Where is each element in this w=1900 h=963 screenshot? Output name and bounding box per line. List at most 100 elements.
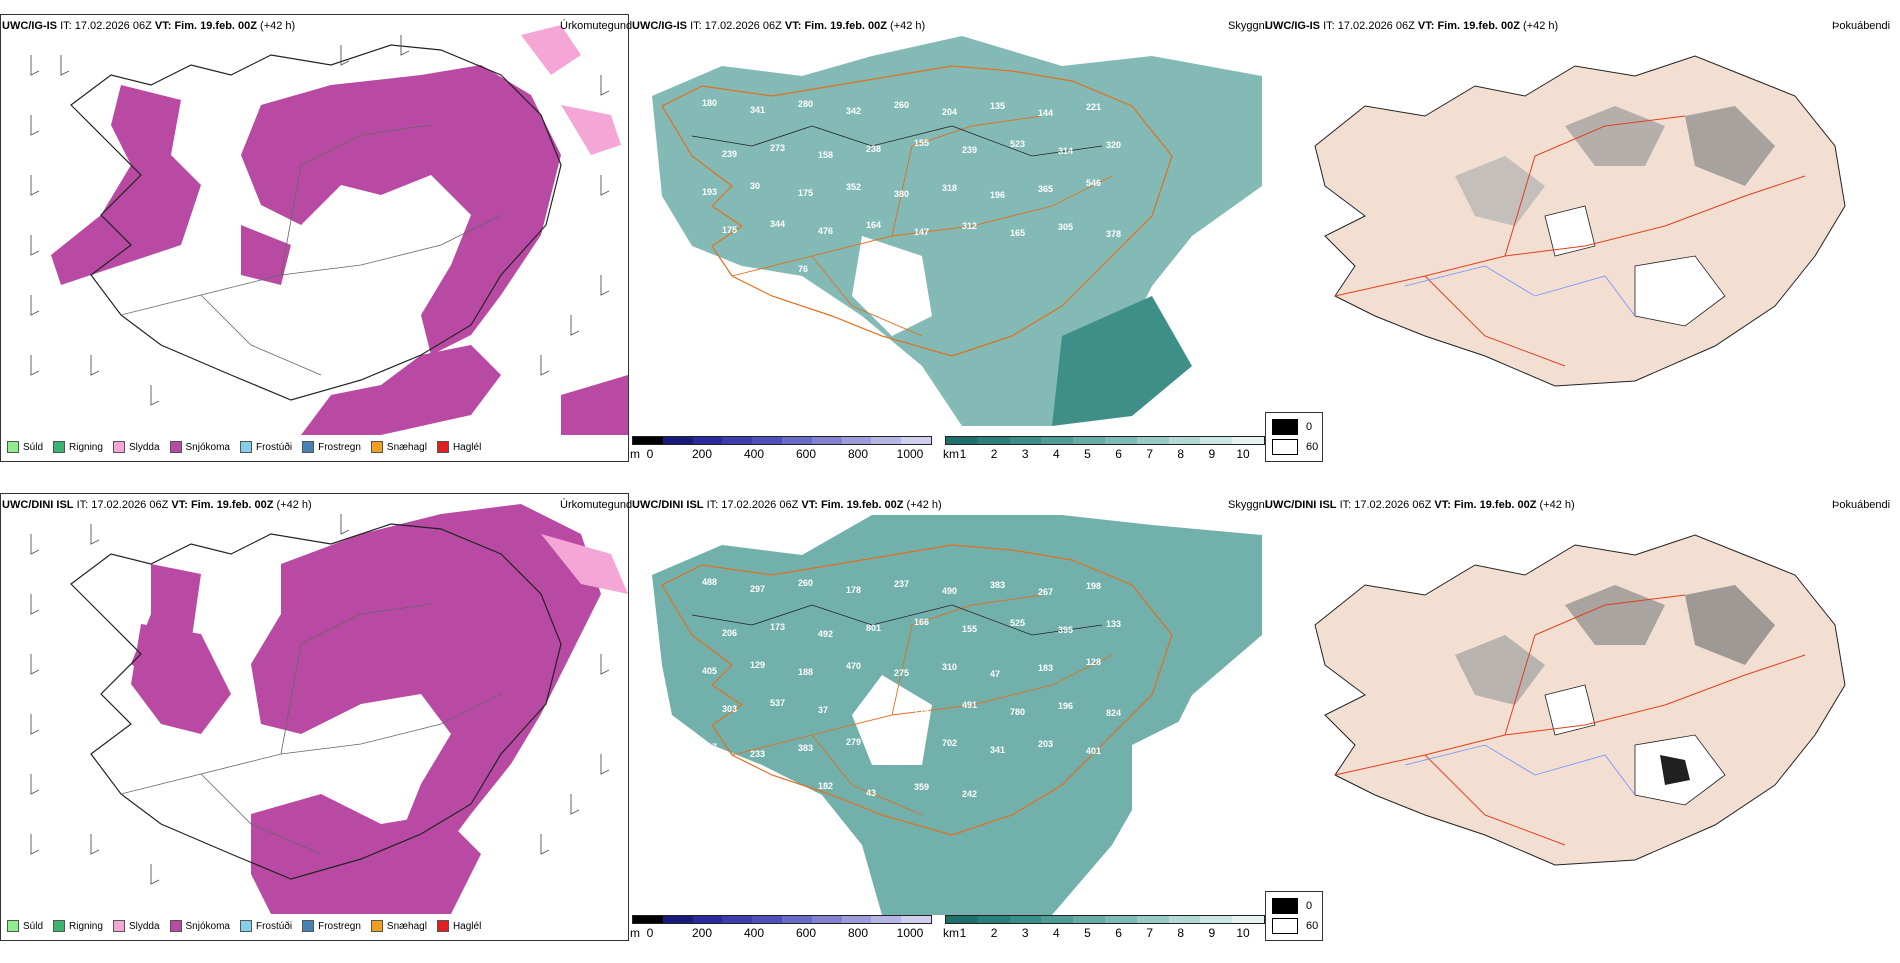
legend-swatch: [239, 441, 252, 453]
ceiling-value-label: 287: [702, 263, 717, 273]
colorbar-segment: [781, 437, 812, 444]
legend-label: Snæhagl: [386, 920, 427, 932]
ceiling-value-label: 227: [866, 699, 881, 709]
it-label: IT:: [690, 20, 702, 32]
ceiling-value-label: 135: [990, 101, 1005, 111]
colorbar-tick-label: 0: [646, 447, 654, 461]
model-name: UWC/IG-IS: [1265, 20, 1320, 32]
colorbar-segment: [1200, 916, 1233, 923]
legend-item-slydda: Slydda: [112, 920, 160, 932]
ceiling-value-label: 488: [702, 577, 717, 587]
ceiling-value-label: 275: [894, 668, 909, 678]
ceiling-value-label: 305: [1058, 222, 1073, 232]
lead-time: (+42 h): [1539, 499, 1575, 511]
colorbar-tick-label: 600: [795, 447, 817, 461]
visibility-colorbar-bottom: 1 2 3 4 5 6 7 8 9 10 km: [943, 915, 1265, 945]
vt-label: VT:: [171, 499, 188, 511]
colorbar-segment: [811, 437, 842, 444]
colorbar-tick-label: 6: [1115, 926, 1122, 940]
legend-swatch: [7, 441, 19, 453]
colorbar-tick-label: 4: [1052, 926, 1060, 940]
ceiling-value-label: 303: [722, 704, 737, 714]
colorbar-tick-label: 600: [795, 926, 817, 940]
ceiling-colorbar-bottom: 0 200 400 600 800 1000 m: [630, 915, 932, 945]
ceiling-value-label: 523: [1010, 139, 1025, 149]
legend-swatch: [112, 441, 125, 453]
legend-label: 60: [1306, 920, 1319, 932]
vt-value: Fim. 19.feb. 00Z: [1437, 20, 1520, 32]
visibility-unit: km: [943, 447, 959, 461]
legend-label: Frostúði: [255, 920, 293, 932]
vt-label: VT:: [784, 20, 802, 32]
colorbar-segment: [1009, 916, 1042, 923]
precip-type-panel-top: Súld Rigning Slydda Snjókoma Frostúði Fr…: [0, 14, 629, 462]
colorbar-segment: [841, 916, 872, 923]
panel-label-precip-bottom: Úrkomutegund: [560, 499, 633, 511]
colorbar-segment: [692, 437, 723, 444]
model-name: UWC/IG-IS: [2, 20, 57, 32]
ceiling-value-label: 133: [1106, 619, 1121, 629]
ceiling-value-label: 43: [866, 788, 876, 798]
lead-time: (+42 h): [1523, 20, 1559, 32]
ceiling-value-label: 378: [1106, 229, 1121, 239]
colorbar-segment: [1041, 437, 1074, 444]
colorbar-segment: [662, 916, 693, 923]
colorbar-tick-label: 7: [1146, 926, 1153, 940]
legend-item-rigning: Rigning: [53, 920, 103, 932]
colorbar-segment: [781, 916, 812, 923]
colorbar-segment: [1136, 437, 1169, 444]
ceiling-value-label: 164: [866, 220, 881, 230]
colorbar-tick-label: 8: [1177, 447, 1185, 461]
ceiling-value-label: 491: [962, 700, 977, 710]
legend-swatch: [436, 920, 449, 932]
colorbar-tick-label: 6: [1115, 447, 1122, 461]
fog-index-legend-bottom: 0 60: [1265, 891, 1323, 941]
visibility-map-bottom: 488 297 260 178 237 490 383 267 198 206 173 492 801 1…: [652, 515, 1262, 915]
legend-swatch: [1272, 439, 1298, 455]
ceiling-value-label: 239: [962, 145, 977, 155]
colorbar-tick-label: 2: [990, 447, 998, 461]
lead-time: (+42 h): [276, 499, 312, 511]
panel-title-precip-top: UWC/IG-IS IT: 17.02.2026 06Z VT: Fim. 19…: [2, 20, 295, 32]
it-value: 17.02.2026 06Z: [1337, 20, 1415, 32]
ceiling-value-label: 341: [990, 745, 1005, 755]
colorbar-segment: [752, 916, 782, 923]
colorbar-segment: [871, 437, 902, 444]
ceiling-value-label: 260: [798, 578, 813, 588]
legend-swatch: [1272, 918, 1298, 934]
ceiling-value-label: 359: [914, 782, 929, 792]
colorbar-segment: [1200, 437, 1233, 444]
colorbar-segment: [1073, 437, 1105, 444]
colorbar-segment: [1009, 437, 1042, 444]
ceiling-value-label: 344: [770, 219, 785, 229]
legend-swatch: [370, 920, 383, 932]
colorbar-tick-label: 1000: [896, 447, 924, 461]
legend-swatch: [53, 441, 66, 453]
vt-value: Fim. 19.feb. 00Z: [174, 20, 257, 32]
ceiling-value-label: 405: [702, 666, 717, 676]
legend-swatch: [169, 441, 182, 453]
it-value: 17.02.2026 06Z: [1354, 499, 1432, 511]
vt-value: Fim. 19.feb. 00Z: [804, 20, 887, 32]
legend-item-suld: Súld: [7, 441, 43, 453]
legend-item-haglel: Haglél: [436, 441, 481, 453]
legend-swatch: [239, 920, 252, 932]
legend-label: Haglél: [452, 920, 482, 932]
ceiling-value-label: 280: [798, 99, 813, 109]
legend-label: Snjókoma: [185, 441, 230, 453]
ceiling-value-label: 352: [846, 182, 861, 192]
vt-label: VT:: [1417, 20, 1435, 32]
ceiling-value-label: 233: [750, 749, 765, 759]
panel-label-precip-top: Úrkomutegund: [560, 20, 633, 32]
colorbar-segment: [722, 916, 753, 923]
colorbar-segment: [1104, 437, 1137, 444]
ceiling-value-label: 320: [1106, 140, 1121, 150]
colorbar-tick-label: 5: [1084, 926, 1091, 940]
ceiling-value-label: 273: [770, 143, 785, 153]
panel-title-vis-top: UWC/IG-IS IT: 17.02.2026 06Z VT: Fim. 19…: [632, 20, 925, 32]
colorbar-segment: [977, 916, 1010, 923]
colorbar-segment: [1168, 437, 1201, 444]
vt-label: VT:: [801, 499, 818, 511]
ceiling-value-label: 182: [818, 781, 833, 791]
ceiling-value-label: 207: [702, 742, 717, 752]
